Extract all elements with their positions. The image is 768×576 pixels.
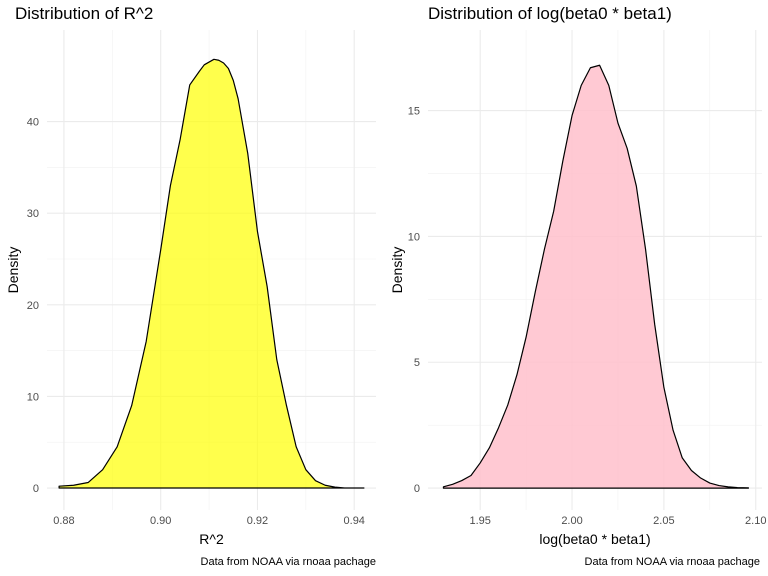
y-tick-label: 5	[414, 357, 420, 369]
chart-caption: Data from NOAA via rnoaa pachage	[200, 556, 376, 568]
x-tick-label: 0.90	[150, 515, 171, 527]
x-tick-label: 0.94	[344, 515, 365, 527]
chart-title: Distribution of R^2	[15, 4, 154, 23]
y-tick-label: 40	[27, 117, 39, 129]
x-tick-label: 2.05	[653, 515, 674, 527]
x-tick-label: 0.88	[53, 515, 74, 527]
y-axis-title: Density	[5, 247, 21, 294]
x-tick-label: 2.10	[745, 515, 766, 527]
x-axis-title: R^2	[199, 531, 224, 547]
x-axis-title: log(beta0 * beta1)	[539, 531, 650, 547]
density-chart-log-beta: 1.95 2.00 2.05 2.10 0 5 10 15 log(beta0 * beta1)…	[389, 30, 766, 547]
y-axis-title: Density	[389, 247, 405, 294]
density-area	[58, 58, 365, 489]
y-tick-label: 20	[27, 300, 39, 312]
y-tick-label: 10	[408, 231, 420, 243]
y-tick-label: 0	[33, 483, 39, 495]
y-tick-label: 0	[414, 483, 420, 495]
chart-caption: Data from NOAA via rnoaa pachage	[584, 556, 760, 568]
y-tick-label: 30	[27, 208, 39, 220]
y-tick-label: 15	[408, 106, 420, 118]
density-chart-r2: 0.88 0.90 0.92 0.94 0 10 20 30 40 R^2 Density	[5, 30, 376, 547]
x-tick-label: 1.95	[469, 515, 490, 527]
density-panel-log-beta: 1.95 2.00 2.05 2.10 0 5 10 15 log(beta0 * beta1)…	[384, 0, 768, 576]
chart-title: Distribution of log(beta0 * beta1)	[428, 4, 672, 23]
x-tick-label: 2.00	[561, 515, 582, 527]
density-panel-r2: 0.88 0.90 0.92 0.94 0 10 20 30 40 R^2 Density Dist…	[5, 4, 376, 568]
x-tick-label: 0.92	[247, 515, 268, 527]
y-tick-label: 10	[27, 391, 39, 403]
density-area	[442, 64, 750, 489]
